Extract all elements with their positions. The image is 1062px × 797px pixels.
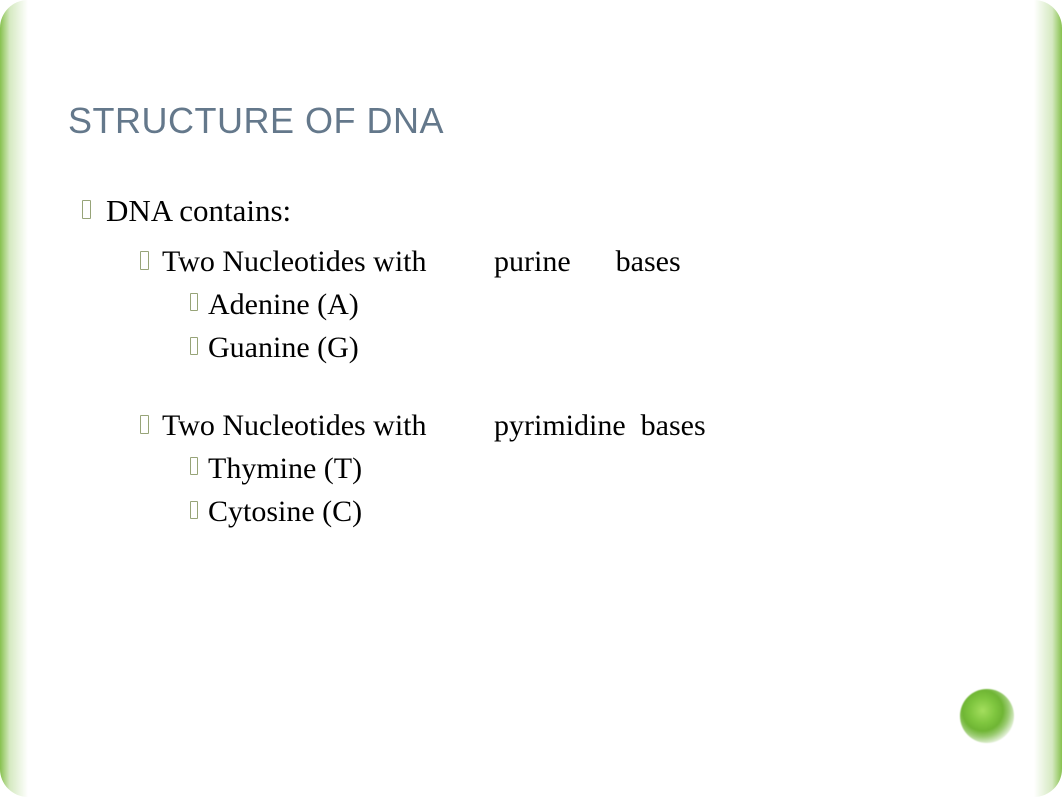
l2-purine-text: Two Nucleotides with purine bases — [162, 245, 681, 278]
l1-text: DNA contains: — [106, 193, 291, 228]
bullet-list-level2: Two Nucleotides with purine bases Adenin… — [106, 242, 1002, 534]
bullet-list-level3-pyrimidine: Thymine (T) Cytosine (C) — [162, 447, 910, 534]
l2-pyrimidine: Two Nucleotides with pyrimidine bases Th… — [140, 406, 910, 534]
slide-content: STRUCTURE OF DNA DNA contains: Two Nucle… — [0, 0, 1062, 797]
l2-pyrimidine-text: Two Nucleotides with pyrimidine bases — [162, 409, 706, 442]
l3-cytosine: Cytosine (C) — [190, 490, 910, 534]
slide-title: STRUCTURE OF DNA — [68, 100, 1002, 142]
decorative-dot-icon — [960, 689, 1014, 743]
l1-dna-contains: DNA contains: Two Nucleotides with purin… — [82, 190, 1002, 534]
l2-purine: Two Nucleotides with purine bases Adenin… — [140, 242, 910, 370]
l3-adenine: Adenine (A) — [190, 283, 910, 327]
l3-guanine: Guanine (G) — [190, 326, 910, 370]
l3-thymine: Thymine (T) — [190, 447, 910, 491]
bullet-list-level3-purine: Adenine (A) Guanine (G) — [162, 283, 910, 370]
spacer — [140, 374, 1002, 402]
bullet-list-level1: DNA contains: Two Nucleotides with purin… — [60, 190, 1002, 534]
